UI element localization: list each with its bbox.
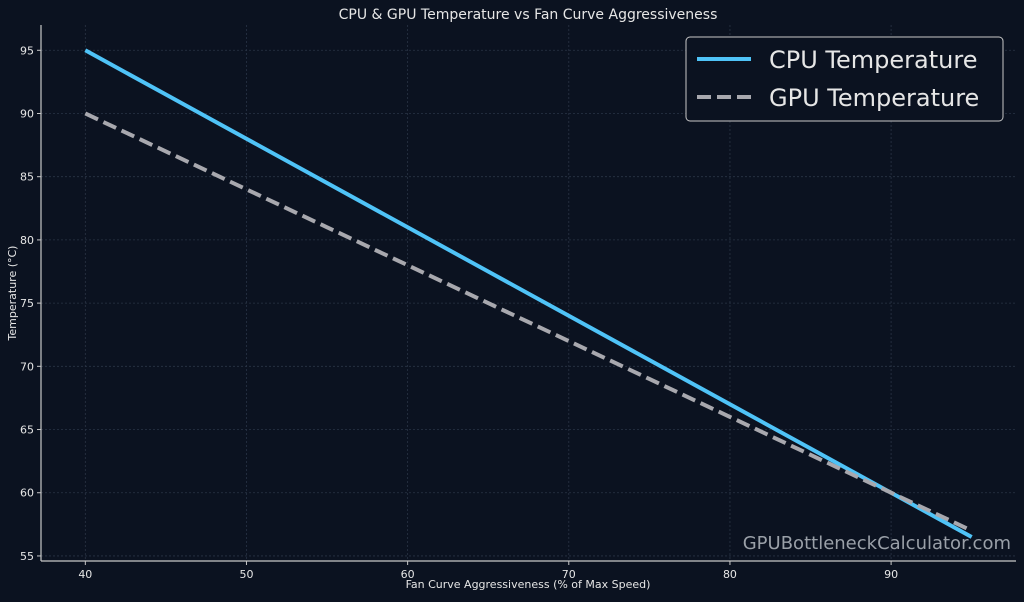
series-line-gpu	[84, 111, 973, 533]
legend-label-cpu: CPU Temperature	[769, 46, 977, 74]
chart-title: CPU & GPU Temperature vs Fan Curve Aggre…	[339, 7, 718, 23]
y-tick-label: 75	[20, 297, 34, 310]
watermark: GPUBottleneckCalculator.com	[743, 533, 1011, 554]
y-tick-label: 95	[20, 44, 34, 57]
y-tick-label: 65	[20, 424, 34, 437]
legend-label-gpu: GPU Temperature	[769, 84, 979, 112]
x-tick-label: 80	[723, 568, 737, 581]
y-axis-label: Temperature (°C)	[6, 246, 19, 342]
legend: CPU Temperature GPU Temperature	[685, 36, 1004, 122]
y-tick-label: 70	[20, 360, 34, 373]
axes: 40 50 60 70 80 90 55 60 65 70 75 80 85 90 95	[20, 25, 1016, 581]
y-tick-label: 80	[20, 234, 34, 247]
x-tick-label: 50	[239, 568, 253, 581]
x-tick-label: 90	[884, 568, 898, 581]
y-tick-label: 90	[20, 107, 34, 120]
x-axis-label: Fan Curve Aggressiveness (% of Max Speed…	[406, 578, 651, 591]
y-tick-label: 60	[20, 487, 34, 500]
x-tick-label: 40	[78, 568, 92, 581]
y-tick-label: 55	[20, 550, 34, 563]
y-tick-label: 85	[20, 171, 34, 184]
legend-box	[685, 36, 1004, 122]
x-tick-label: 70	[562, 568, 576, 581]
series-line-cpu	[84, 48, 973, 539]
x-tick-label: 60	[401, 568, 415, 581]
series-layer	[84, 48, 973, 539]
